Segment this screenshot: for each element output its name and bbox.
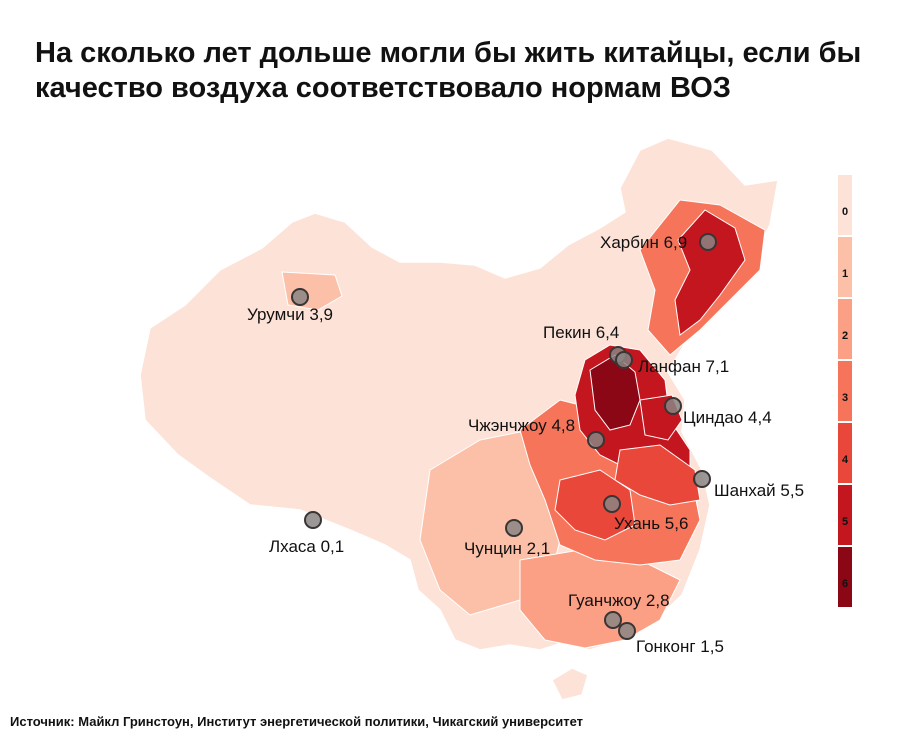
city-label: Ланфан 7,1 bbox=[638, 357, 729, 376]
legend-swatch-6 bbox=[838, 547, 852, 607]
city-label: Циндао 4,4 bbox=[683, 408, 772, 427]
city-marker bbox=[604, 611, 622, 629]
map-title: На сколько лет дольше могли бы жить кита… bbox=[35, 37, 862, 104]
city-marker bbox=[699, 233, 717, 251]
source-note: Источник: Майкл Гринстоун, Институт энер… bbox=[10, 714, 584, 729]
city-label: Чжэнчжоу 4,8 bbox=[468, 416, 575, 435]
city-marker bbox=[664, 397, 682, 415]
city-marker bbox=[615, 351, 633, 369]
legend-label: 5 bbox=[842, 516, 848, 528]
city-label: Лхаса 0,1 bbox=[269, 537, 344, 556]
city-label: Ухань 5,6 bbox=[614, 514, 688, 533]
city-label: Гонконг 1,5 bbox=[636, 637, 724, 656]
city-marker bbox=[291, 288, 309, 306]
city-marker bbox=[693, 470, 711, 488]
legend-swatch-5 bbox=[838, 485, 852, 545]
legend-swatch-0 bbox=[838, 175, 852, 235]
city-markers: Харбин 6,9 Урумчи 3,9 Пекин 6,4 Ланфан 7,1 Ц… bbox=[247, 233, 804, 656]
city-label: Чунцин 2,1 bbox=[464, 539, 550, 558]
city-label: Урумчи 3,9 bbox=[247, 305, 333, 324]
legend-label: 0 bbox=[842, 206, 848, 218]
legend: 0 1 2 3 4 5 6 bbox=[838, 175, 852, 607]
city-marker bbox=[603, 495, 621, 513]
legend-swatch-2 bbox=[838, 299, 852, 359]
legend-swatch-3 bbox=[838, 361, 852, 421]
legend-swatch-1 bbox=[838, 237, 852, 297]
legend-label: 3 bbox=[842, 392, 848, 404]
city-label: Шанхай 5,5 bbox=[714, 481, 804, 500]
legend-label: 4 bbox=[842, 454, 849, 466]
city-marker bbox=[587, 431, 605, 449]
region-northeast-dark bbox=[674, 209, 746, 336]
city-marker bbox=[304, 511, 322, 529]
legend-swatch-4 bbox=[838, 423, 852, 483]
city-marker bbox=[618, 622, 636, 640]
hainan-island bbox=[551, 667, 589, 701]
city-label: Пекин 6,4 bbox=[543, 323, 619, 342]
city-label: Гуанчжоу 2,8 bbox=[568, 591, 670, 610]
city-marker bbox=[505, 519, 523, 537]
city-label: Харбин 6,9 bbox=[600, 233, 687, 252]
legend-label: 1 bbox=[842, 268, 848, 280]
legend-label: 6 bbox=[842, 578, 848, 590]
region-hubei bbox=[554, 469, 636, 541]
legend-label: 2 bbox=[842, 330, 848, 342]
